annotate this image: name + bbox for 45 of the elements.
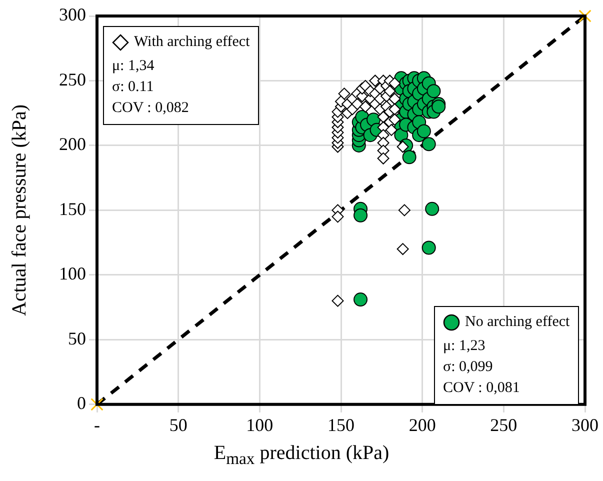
y-tick-label: 100 <box>59 264 86 284</box>
point <box>332 210 344 223</box>
y-tick-label: 250 <box>59 69 86 90</box>
point <box>388 103 401 116</box>
y-tick-label: 300 <box>59 4 86 25</box>
annotation: COV : 0,081 <box>443 379 521 398</box>
y-tick-label: 150 <box>59 198 86 219</box>
point <box>388 114 401 126</box>
point <box>422 240 436 255</box>
annotation: μ: 1,34 <box>112 57 156 76</box>
point <box>385 124 398 136</box>
point <box>422 137 436 152</box>
annotation: σ: 0,099 <box>443 358 494 378</box>
y-axis-title: Actual face pressure (kPa) <box>8 104 30 316</box>
annotation: COV : 0,082 <box>112 99 190 118</box>
point <box>332 294 344 307</box>
point <box>425 202 440 216</box>
legend-label: No arching effect <box>464 313 570 332</box>
point <box>377 152 390 164</box>
point <box>432 100 446 114</box>
y-tick-label: 200 <box>59 134 86 154</box>
point <box>426 84 441 98</box>
y-tick-label: 50 <box>68 328 86 348</box>
x-tick-label: 200 <box>408 414 436 435</box>
annotation: μ: 1,23 <box>443 337 486 356</box>
y-tick-label: 0 <box>77 393 86 414</box>
point <box>402 150 416 164</box>
x-tick-label: - <box>94 414 100 435</box>
point <box>398 204 410 216</box>
x-tick-label: 300 <box>572 414 598 435</box>
point <box>388 77 401 90</box>
point <box>90 398 104 411</box>
annotation: σ: 0.11 <box>112 78 155 97</box>
x-tick-label: 250 <box>490 414 518 435</box>
x-tick-label: 150 <box>328 414 354 435</box>
point <box>354 292 368 307</box>
point <box>416 124 431 138</box>
point <box>354 208 368 222</box>
point <box>384 85 396 98</box>
x-axis-title: E$_{max}$ prediction (kPa) <box>212 442 390 469</box>
legend-label: With arching effect <box>133 33 250 52</box>
x-tick-label: 100 <box>246 414 274 435</box>
x-tick-label: 50 <box>169 414 188 435</box>
point <box>396 140 409 153</box>
point <box>578 10 592 22</box>
